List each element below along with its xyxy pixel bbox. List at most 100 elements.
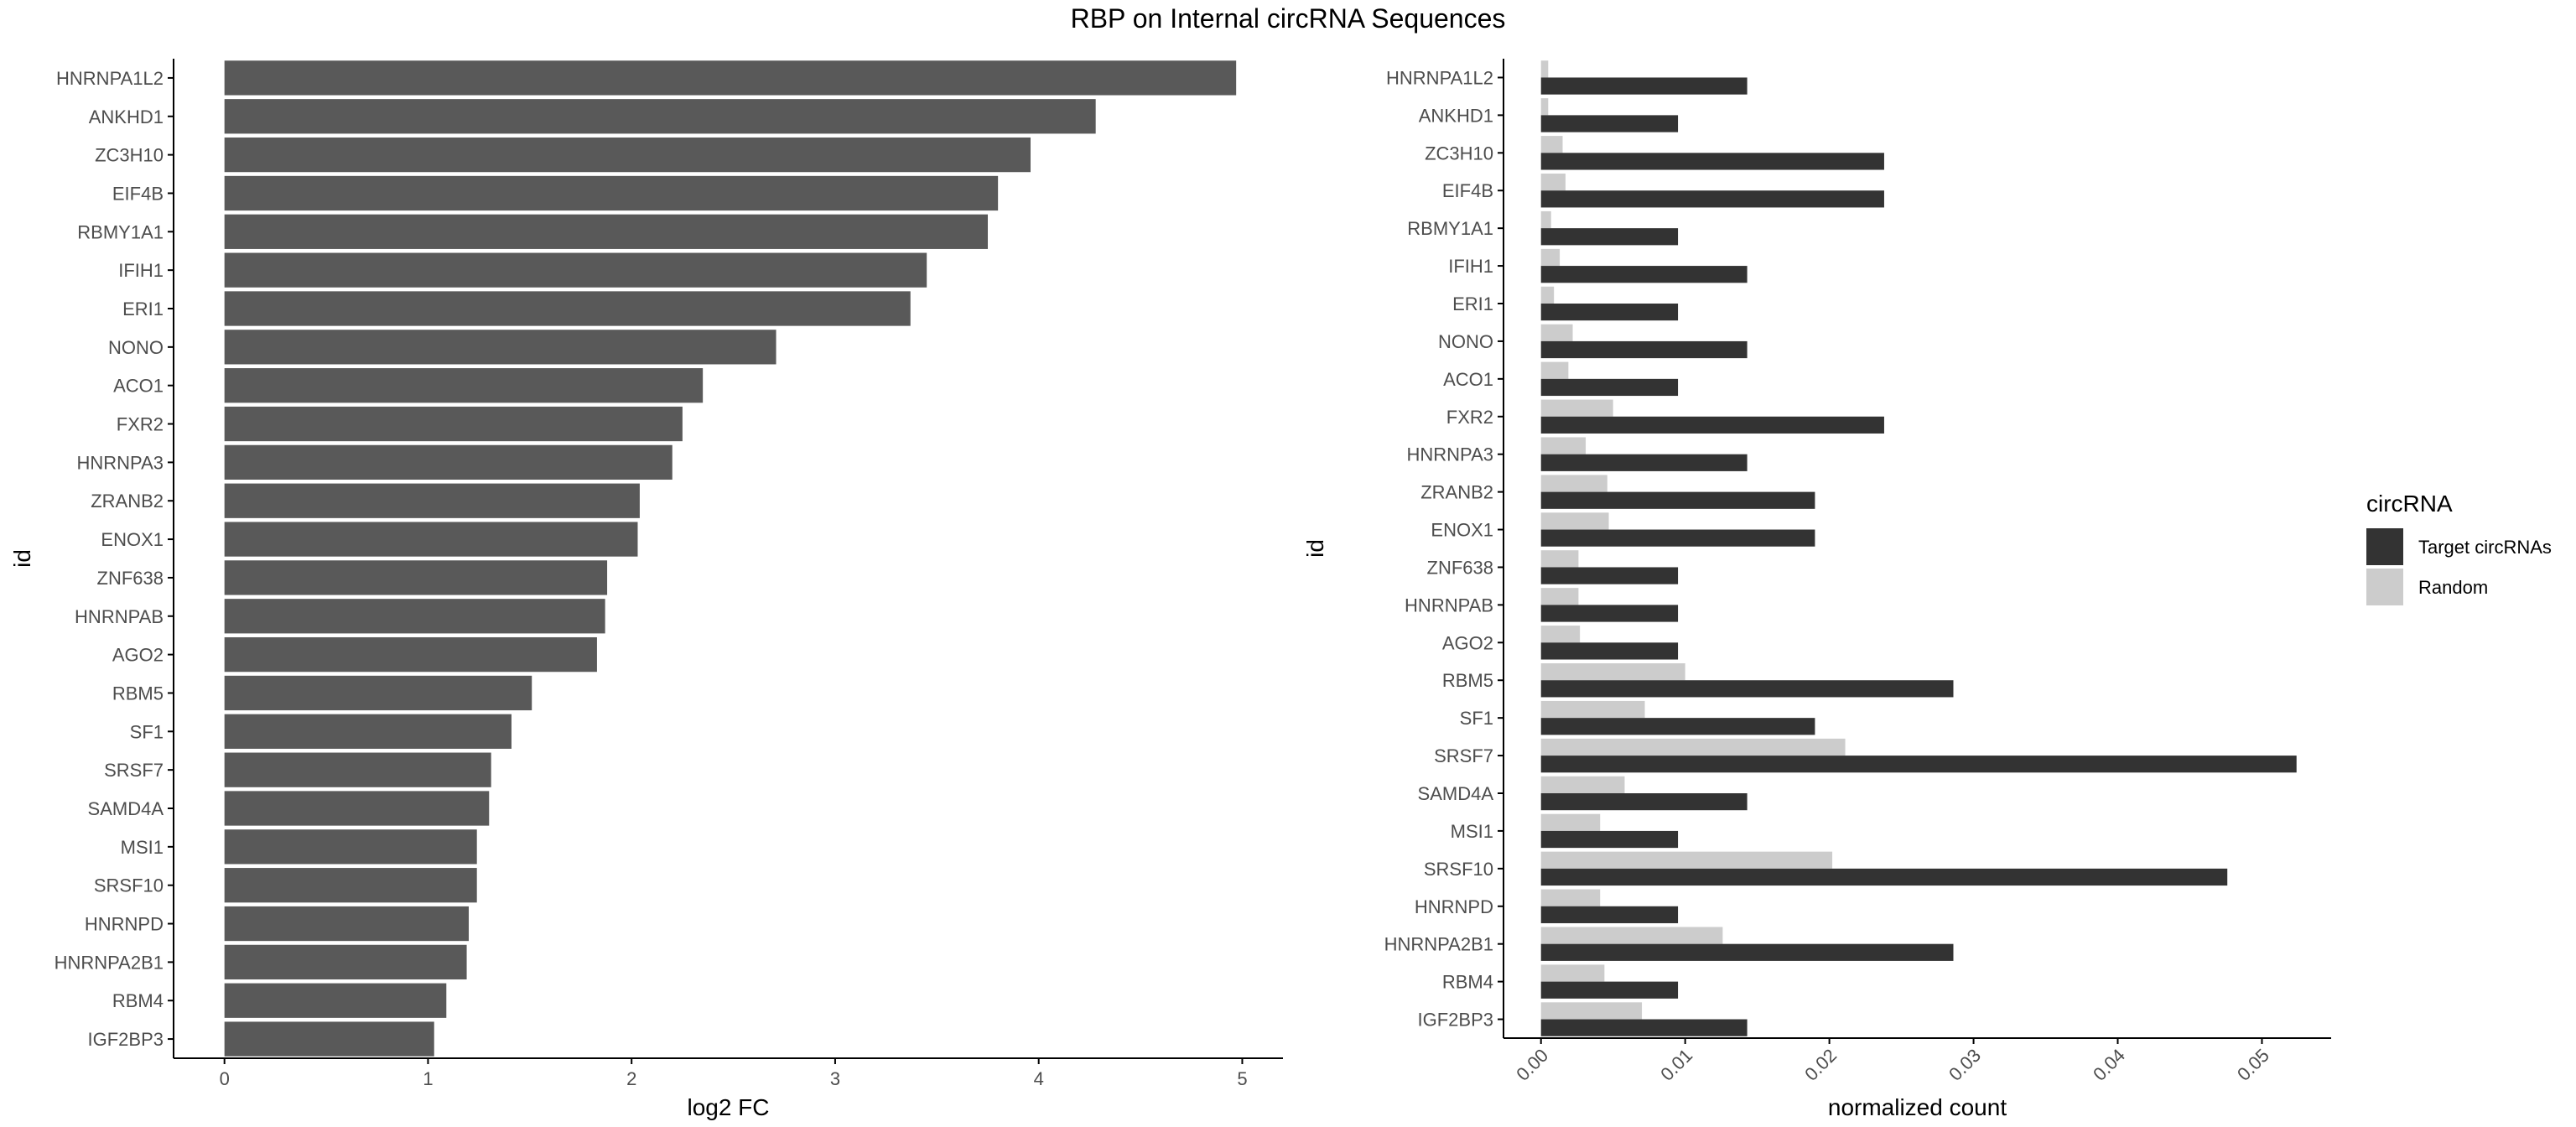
fc-y-tick-label: ERI1 [122,299,164,319]
fc-bar-aco1 [224,368,704,403]
fc-bar-srsf10 [224,868,477,903]
target-bar-hnrnpab [1540,605,1679,622]
target-bar-samd4a [1540,793,1748,811]
count-y-tick-label: ZRANB2 [1420,482,1493,503]
fc-y-tick-label: ACO1 [113,376,164,397]
count-x-tick-label: 0.05 [2233,1045,2273,1085]
count-y-tick-label: ZC3H10 [1425,143,1493,164]
random-bar-zc3h10 [1540,136,1563,153]
fc-x-tick-label: 4 [1034,1068,1044,1089]
fc-bar-zranb2 [224,483,640,518]
fc-x-axis-title: log2 FC [687,1094,769,1120]
random-bar-fxr2 [1540,399,1613,417]
fc-y-tick-label: NONO [108,337,164,358]
fc-y-tick-label: ZC3H10 [95,145,164,166]
fc-y-tick-label: ZRANB2 [91,491,164,512]
target-bar-igf2bp3 [1540,1019,1748,1036]
count-y-tick-label: SAMD4A [1418,783,1494,804]
random-bar-srsf10 [1540,851,1833,869]
random-bar-hnrnpa1l2 [1540,60,1549,78]
fc-y-tick-label: FXR2 [117,414,164,435]
random-bar-ago2 [1540,626,1581,643]
count-y-tick-label: SRSF10 [1424,859,1493,880]
random-bar-rbm5 [1540,663,1685,681]
random-bar-eif4b [1540,174,1566,191]
target-bar-hnrnpd [1540,906,1679,923]
target-bar-hnrnpa2b1 [1540,943,1954,961]
target-bar-rbm4 [1540,981,1679,999]
fc-y-tick-label: RBM4 [112,990,164,1011]
count-x-tick-label: 0.03 [1945,1045,1985,1085]
count-x-tick-label: 0.01 [1656,1045,1696,1085]
fc-y-tick-label: RBM5 [112,683,164,704]
random-bar-rbmy1a1 [1540,210,1551,229]
fc-bar-igf2bp3 [224,1021,434,1057]
random-bar-hnrnpa2b1 [1540,927,1723,944]
target-bar-rbmy1a1 [1540,228,1679,246]
count-y-tick-label: HNRNPD [1415,896,1493,917]
fc-bar-hnrnpa1l2 [224,60,1237,96]
target-bar-fxr2 [1540,416,1884,434]
random-bar-nono [1540,324,1573,341]
legend: circRNA Target circRNAs Random [2366,491,2552,605]
count-y-tick-label: FXR2 [1446,407,1493,428]
count-y-tick-label: ZNF638 [1427,557,1493,578]
fc-bar-nono [224,330,776,365]
fc-bar-eif4b [224,175,999,211]
count-y-tick-label: AGO2 [1442,632,1493,653]
fc-bar-fxr2 [224,406,683,442]
count-y-tick-label: EIF4B [1442,180,1493,201]
count-y-tick-label: RBM4 [1442,972,1493,993]
legend-swatch-random [2366,569,2403,605]
random-bar-sf1 [1540,700,1645,719]
random-bar-eri1 [1540,286,1555,304]
count-y-tick-label: IGF2BP3 [1418,1010,1493,1031]
fc-y-tick-label: ANKHD1 [89,106,164,127]
target-bar-rbm5 [1540,680,1954,698]
fc-bar-zc3h10 [224,137,1031,173]
fc-bar-ago2 [224,636,597,673]
fc-bar-srsf7 [224,752,491,787]
count-y-tick-label: ANKHD1 [1419,105,1493,126]
target-bar-zc3h10 [1540,153,1884,170]
count-y-tick-label: HNRNPA2B1 [1384,934,1493,955]
target-bar-zranb2 [1540,491,1815,509]
count-y-tick-label: ENOX1 [1431,520,1493,541]
target-bar-eif4b [1540,190,1884,208]
target-bar-enox1 [1540,529,1815,547]
random-bar-rbm4 [1540,964,1605,982]
fc-bar-panel: HNRNPA1L2 ANKHD1 ZC3H10 EIF4B RBMY1A1 IFIH1 ER… [9,59,1283,1120]
fc-x-tick-label: 2 [626,1068,636,1089]
random-bar-samd4a [1540,776,1625,793]
target-bar-aco1 [1540,378,1679,397]
target-bar-nono [1540,340,1748,359]
fc-y-tick-label: HNRNPAB [75,606,164,627]
fc-y-tick-label: SRSF7 [104,760,164,781]
fc-x-tick-label: 1 [423,1068,433,1089]
fc-x-tick-label: 3 [830,1068,840,1089]
random-bar-msi1 [1540,813,1601,831]
fc-bar-eri1 [224,291,911,326]
count-x-tick-label: 0.00 [1512,1045,1552,1085]
count-x-tick-label: 0.02 [1800,1045,1841,1085]
target-bar-ifih1 [1540,266,1748,283]
legend-label-random: Random [2418,577,2488,598]
count-y-tick-label: ACO1 [1443,369,1493,390]
target-bar-srsf10 [1540,868,2228,886]
fc-bar-msi1 [224,829,477,865]
fc-y-tick-label: HNRNPD [85,914,164,935]
random-bar-aco1 [1540,361,1569,379]
legend-swatch-target [2366,528,2403,565]
target-bar-srsf7 [1540,756,2297,773]
target-bar-sf1 [1540,718,1815,735]
legend-title: circRNA [2366,491,2453,517]
target-bar-hnrnpa1l2 [1540,77,1748,95]
fc-x-tick-label: 5 [1237,1068,1247,1089]
count-y-axis-title: id [1302,539,1328,558]
fc-y-tick-label: HNRNPA3 [76,452,164,473]
fc-y-tick-label: SF1 [130,721,164,742]
fc-y-tick-label: AGO2 [112,645,164,666]
random-bar-ankhd1 [1540,98,1549,116]
fc-bar-sf1 [224,714,512,749]
